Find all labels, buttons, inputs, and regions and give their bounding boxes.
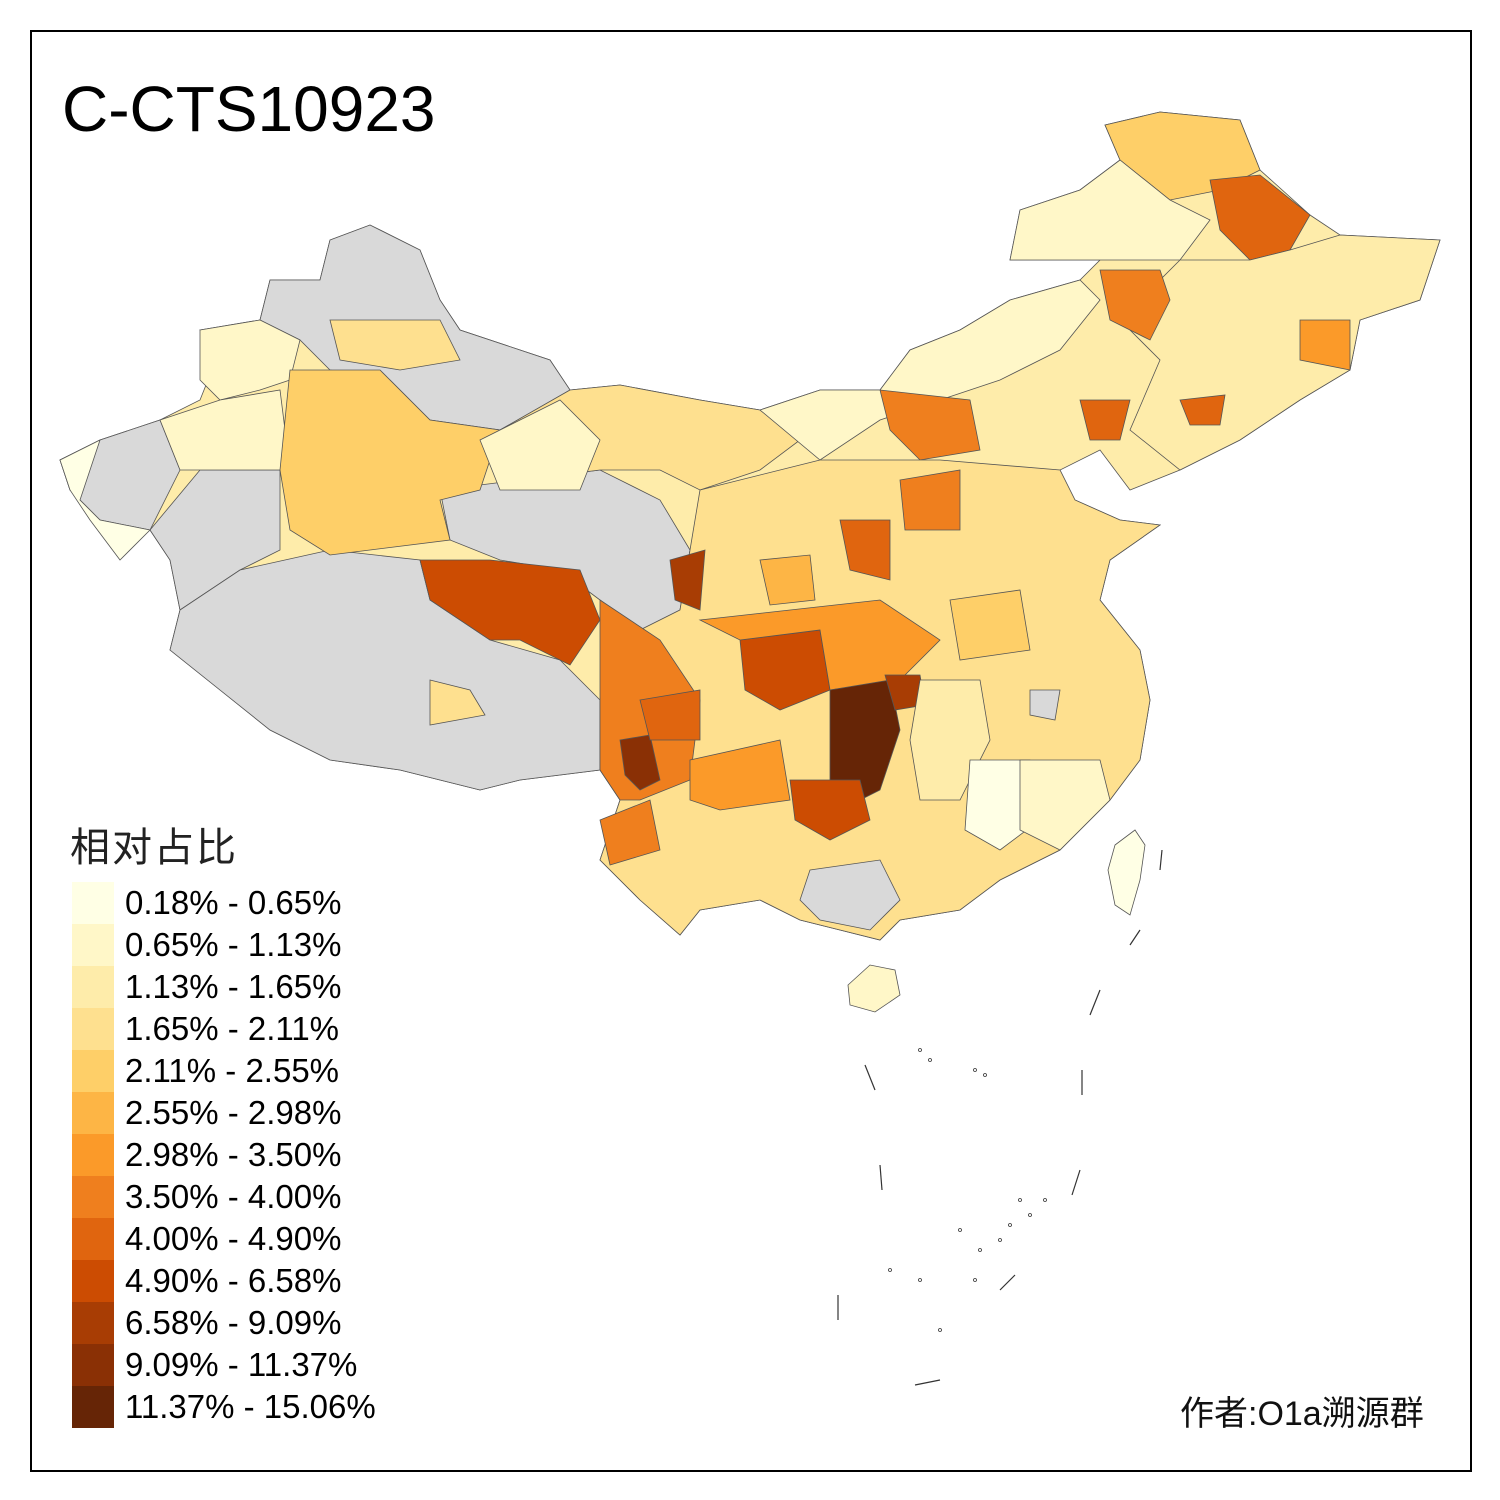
region <box>1299 319 1351 371</box>
legend-swatch <box>72 1050 114 1092</box>
legend-swatch <box>72 882 114 924</box>
legend-swatch <box>72 924 114 966</box>
boundary-dash-line <box>864 1064 876 1091</box>
region <box>429 679 486 726</box>
region <box>789 779 871 841</box>
legend-swatch <box>72 1092 114 1134</box>
region <box>879 389 981 461</box>
region <box>1179 394 1226 426</box>
region <box>599 799 661 866</box>
legend-swatch <box>72 1344 114 1386</box>
legend-swatch <box>72 1302 114 1344</box>
boundary-dash-line <box>879 1164 883 1191</box>
region <box>1019 759 1111 851</box>
islet <box>1008 1223 1012 1227</box>
legend-swatch <box>72 1386 114 1428</box>
region <box>199 319 301 401</box>
map-frame <box>30 30 1472 1472</box>
hainan <box>847 964 901 1013</box>
islet <box>888 1268 892 1272</box>
legend-label: 6.58% - 9.09% <box>125 1304 342 1341</box>
region <box>619 734 661 791</box>
legend-label: 11.37% - 15.06% <box>125 1388 376 1425</box>
legend-item: 4.90% - 6.58% <box>72 1260 341 1302</box>
region <box>689 739 791 811</box>
islet <box>958 1228 962 1232</box>
legend-swatch <box>72 1176 114 1218</box>
islet <box>983 1073 987 1077</box>
region <box>669 549 706 611</box>
region-no-data <box>799 859 901 931</box>
legend-label: 4.00% - 4.90% <box>125 1220 342 1257</box>
boundary-dash-line <box>914 1379 941 1386</box>
legend-item: 1.65% - 2.11% <box>72 1008 339 1050</box>
taiwan <box>1107 829 1146 916</box>
region <box>1099 269 1171 341</box>
author-credit: 作者:O1a溯源群 <box>1180 1395 1424 1433</box>
boundary-dash-line <box>1089 989 1101 1016</box>
boundary-dash-line <box>1159 849 1163 871</box>
legend-item: 9.09% - 11.37% <box>72 1344 357 1386</box>
legend-label: 2.11% - 2.55% <box>125 1052 340 1089</box>
legend-title: 相对占比 <box>70 826 238 870</box>
islet <box>978 1248 982 1252</box>
region <box>949 589 1031 661</box>
islet <box>973 1278 977 1282</box>
legend-swatch <box>72 1008 114 1050</box>
region <box>329 319 461 371</box>
legend-item: 3.50% - 4.00% <box>72 1176 341 1218</box>
islet <box>1028 1213 1032 1217</box>
legend-swatch <box>72 1260 114 1302</box>
legend-item: 0.18% - 0.65% <box>72 882 341 924</box>
legend-item: 2.55% - 2.98% <box>72 1092 341 1134</box>
legend-item: 2.98% - 3.50% <box>72 1134 341 1176</box>
map-title: C-CTS10923 <box>62 73 436 145</box>
islet <box>998 1238 1002 1242</box>
legend-label: 0.18% - 0.65% <box>125 884 342 921</box>
region <box>479 399 601 491</box>
islet <box>938 1328 942 1332</box>
islet <box>928 1058 932 1062</box>
legend-item: 4.00% - 4.90% <box>72 1218 341 1260</box>
region <box>839 519 891 581</box>
region <box>759 554 816 606</box>
legend-label: 2.55% - 2.98% <box>125 1094 342 1131</box>
legend-swatch <box>72 1218 114 1260</box>
islet <box>918 1278 922 1282</box>
islet <box>918 1048 922 1052</box>
legend-item: 11.37% - 15.06% <box>72 1386 376 1428</box>
region <box>639 689 701 741</box>
legend-item: 6.58% - 9.09% <box>72 1302 341 1344</box>
boundary-dash-line <box>999 1274 1016 1291</box>
legend-swatch <box>72 966 114 1008</box>
islet <box>1018 1198 1022 1202</box>
region <box>159 389 291 471</box>
legend-label: 1.65% - 2.11% <box>125 1010 340 1047</box>
region <box>59 439 151 561</box>
region <box>1009 159 1211 261</box>
legend-label: 4.90% - 6.58% <box>125 1262 342 1299</box>
legend-swatch <box>72 1134 114 1176</box>
boundary-dash-line <box>1129 929 1141 946</box>
legend-item: 2.11% - 2.55% <box>72 1050 339 1092</box>
region <box>899 469 961 531</box>
region <box>279 369 501 556</box>
boundary-dash-line <box>1071 1169 1081 1196</box>
legend-label: 9.09% - 11.37% <box>125 1346 358 1383</box>
legend-item: 0.65% - 1.13% <box>72 924 341 966</box>
islet <box>1043 1198 1047 1202</box>
legend-label: 2.98% - 3.50% <box>125 1136 342 1173</box>
region <box>1079 399 1131 441</box>
region <box>419 559 601 666</box>
legend-label: 3.50% - 4.00% <box>125 1178 342 1215</box>
islet <box>973 1068 977 1072</box>
legend-label: 1.13% - 1.65% <box>125 968 342 1005</box>
legend-item: 1.13% - 1.65% <box>72 966 341 1008</box>
legend-label: 0.65% - 1.13% <box>125 926 342 963</box>
region-no-data <box>1029 689 1061 721</box>
